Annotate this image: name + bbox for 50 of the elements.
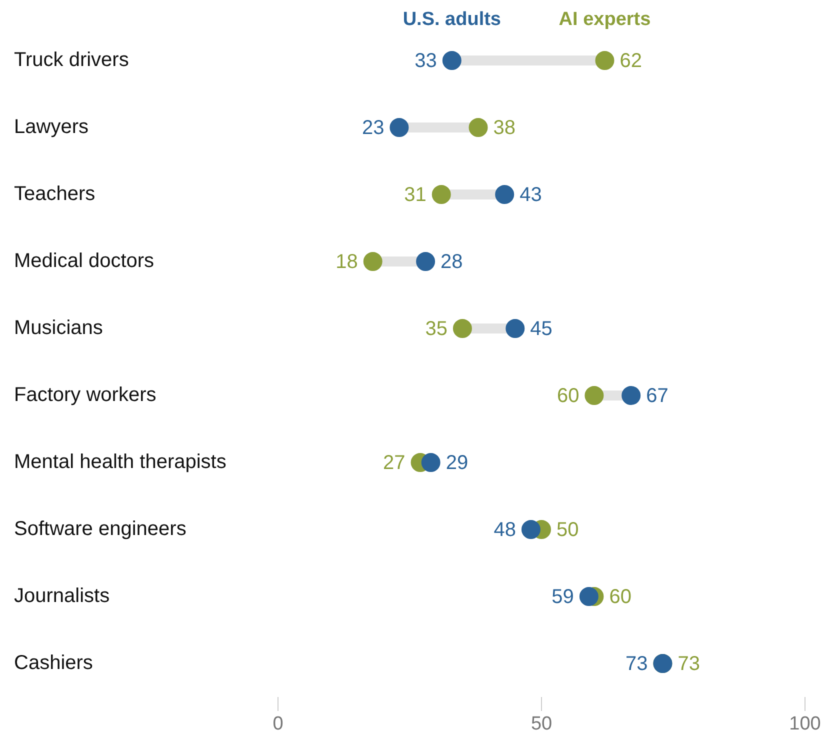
point — [622, 386, 641, 405]
x-tick-label: 100 — [789, 714, 821, 732]
data-label: 45 — [530, 318, 552, 340]
y-tick-label: Software engineers — [14, 518, 186, 540]
data-label: 67 — [646, 385, 668, 408]
data-label: 60 — [609, 586, 632, 608]
data-label: 73 — [625, 653, 648, 676]
point — [390, 118, 409, 137]
x-tick-label: 50 — [530, 714, 552, 732]
y-tick-label: Teachers — [14, 183, 96, 206]
point — [579, 587, 598, 606]
data-label: 73 — [678, 653, 700, 676]
point — [468, 118, 488, 137]
data-label: 48 — [494, 519, 516, 542]
data-label: 23 — [362, 117, 384, 140]
data-label: 43 — [520, 184, 542, 206]
y-tick-label: Factory workers — [14, 384, 156, 406]
y-tick-label: Journalists — [14, 585, 110, 608]
data-label: 60 — [556, 385, 580, 408]
data-label: 35 — [425, 318, 448, 340]
y-tick-label: Cashiers — [14, 652, 93, 674]
point — [421, 453, 440, 472]
point — [442, 51, 462, 70]
point — [495, 185, 514, 204]
point — [584, 386, 604, 405]
point — [506, 319, 525, 338]
data-label: 27 — [383, 452, 406, 474]
data-label: 31 — [404, 184, 426, 206]
y-tick-label: Lawyers — [14, 116, 88, 138]
data-label: 28 — [440, 251, 463, 274]
y-tick-label: Truck drivers — [14, 49, 129, 72]
data-label: 29 — [446, 452, 468, 474]
point — [521, 520, 540, 539]
data-label: 50 — [556, 519, 579, 542]
x-tick-label: 0 — [272, 714, 284, 732]
series-label: U.S. adults — [402, 9, 502, 30]
data-label: 59 — [552, 586, 574, 608]
point — [595, 51, 614, 70]
data-label: 18 — [336, 251, 358, 274]
point — [363, 252, 382, 271]
point — [432, 185, 451, 204]
data-label: 38 — [493, 117, 516, 140]
series-label: AI experts — [558, 9, 651, 30]
data-label: 62 — [620, 50, 642, 72]
y-tick-label: Mental health therapists — [14, 451, 226, 474]
data-label: 33 — [414, 50, 437, 72]
point — [452, 319, 472, 338]
point — [416, 252, 436, 271]
y-tick-label: Musicians — [14, 317, 103, 340]
y-tick-label: Medical doctors — [14, 250, 154, 272]
